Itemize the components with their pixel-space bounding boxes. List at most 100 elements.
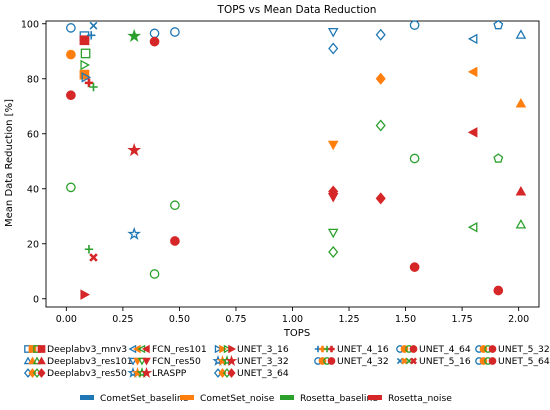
data-point-deeplabv3-res101 xyxy=(515,29,527,39)
y-tick-label: 0 xyxy=(33,294,39,305)
color-swatch xyxy=(80,395,94,400)
legend-marker-icon xyxy=(327,357,336,365)
legend-marker-icon xyxy=(219,344,228,354)
legend-marker-icon xyxy=(227,368,236,378)
x-axis-label: TOPS xyxy=(283,328,310,339)
legend-marker-icon xyxy=(409,345,418,353)
legend-marker-icon xyxy=(28,368,37,378)
legend-marker-icon xyxy=(37,356,46,365)
data-point-deeplabv3-mnv3 xyxy=(79,35,90,46)
data-point-unet-4-64 xyxy=(409,20,420,30)
data-point-unet-4-64 xyxy=(409,262,420,272)
legend-label: Deeplabv3_res50 xyxy=(47,368,127,379)
data-point-unet-5-32 xyxy=(170,236,180,246)
plot-area xyxy=(45,19,540,308)
data-point-fcn-res101 xyxy=(467,221,478,233)
color-legend-item-cometset-baseline: CometSet_baseline xyxy=(80,393,189,404)
data-point-lraspp xyxy=(127,28,142,42)
data-point-unet-3-64 xyxy=(375,192,386,205)
data-point-unet-3-16 xyxy=(80,59,90,71)
legend-item-lraspp: LRASPP xyxy=(127,367,187,379)
data-point-deeplabv3-res50 xyxy=(328,42,339,55)
y-tick-label: 60 xyxy=(27,129,39,140)
data-point-unet-4-32 xyxy=(66,90,76,101)
data-point-unet-5-64 xyxy=(493,153,504,163)
legend-label: UNET_4_32 xyxy=(337,356,389,367)
legend-marker-icon xyxy=(410,357,417,365)
legend-label: UNET_3_16 xyxy=(237,344,289,355)
legend-marker-icon xyxy=(28,345,37,353)
data-point-deeplabv3-mnv3 xyxy=(80,48,91,59)
legend-label: Deeplabv3_mnv3 xyxy=(47,344,127,355)
x-tick-label: 0.50 xyxy=(169,314,190,325)
data-point-lraspp xyxy=(127,226,142,240)
color-swatch xyxy=(280,395,294,400)
legend-marker-icon xyxy=(37,368,46,378)
color-legend: CometSet_baseline CometSet_noise Rosetta_b… xyxy=(80,393,452,404)
y-axis: 0 20 40 60 80 100 xyxy=(21,19,46,305)
legend-item-unet-3-64: UNET_3_64 xyxy=(213,368,289,379)
legend-marker-icon xyxy=(225,355,238,366)
data-point-unet-3-16 xyxy=(81,72,92,83)
legend-marker-icon xyxy=(228,344,237,354)
data-point-fcn-res101 xyxy=(467,127,478,138)
plot-frame xyxy=(45,20,540,308)
legend-item-unet-3-16: UNET_3_16 xyxy=(214,344,289,355)
y-tick-label: 80 xyxy=(27,74,39,85)
legend-item-unet-4-64: UNET_4_64 xyxy=(396,344,471,355)
legend-item-deeplabv3-mnv3: Deeplabv3_mnv3 xyxy=(24,344,127,355)
legend-marker-icon xyxy=(23,356,33,365)
data-point-fcn-res50 xyxy=(327,228,339,239)
data-point-unet-4-32 xyxy=(66,49,76,60)
data-point-unet-4-16 xyxy=(84,245,94,254)
legend-item-unet-4-32: UNET_4_32 xyxy=(314,356,389,367)
color-legend-item-cometset-noise: CometSet_noise xyxy=(180,393,275,404)
y-tick-label: 20 xyxy=(27,239,39,250)
color-legend-item-rosetta-baseline: Rosetta_baseline xyxy=(280,393,378,404)
data-point-deeplabv3-res101 xyxy=(515,185,527,196)
x-axis: 0.00 0.25 0.50 0.75 1.00 1.25 1.50 1.75 2.00 xyxy=(56,307,529,325)
legend-marker-icon xyxy=(37,345,46,353)
data-point-unet-5-16 xyxy=(89,253,98,262)
legend-item-unet-5-16: UNET_5_16 xyxy=(396,356,471,367)
legend-item-deeplabv3-res101: Deeplabv3_res101 xyxy=(23,356,133,367)
legend-item-fcn-res50: FCN_res50 xyxy=(128,356,201,367)
legend-label: UNET_3_64 xyxy=(237,368,289,379)
color-swatch xyxy=(368,395,382,400)
color-legend-label: Rosetta_noise xyxy=(388,393,452,404)
color-swatch xyxy=(180,395,194,400)
color-legend-label: CometSet_noise xyxy=(200,393,275,404)
legend-marker-icon xyxy=(32,356,42,365)
data-point-fcn-res50 xyxy=(327,27,339,38)
data-point-unet-3-64 xyxy=(375,72,386,85)
legend-label: UNET_3_32 xyxy=(237,356,289,367)
legend-item-unet-5-32: UNET_5_32 xyxy=(475,344,550,355)
legend-label: UNET_4_16 xyxy=(337,344,389,355)
y-tick-label: 40 xyxy=(27,184,39,195)
legend-label: LRASPP xyxy=(152,368,187,379)
data-point-unet-4-64 xyxy=(149,36,160,47)
legend-marker-icon xyxy=(218,368,227,378)
x-tick-label: 1.75 xyxy=(452,314,473,325)
x-tick-label: 0.00 xyxy=(56,314,77,325)
data-point-unet-4-32 xyxy=(66,182,76,193)
legend-marker-icon xyxy=(128,357,138,366)
data-point-fcn-res50 xyxy=(327,192,339,203)
legend-marker-icon xyxy=(141,344,150,354)
data-point-unet-5-16 xyxy=(89,21,98,30)
legend-marker-icon xyxy=(328,345,335,353)
data-point-unet-3-16 xyxy=(80,289,90,300)
legend-marker-icon xyxy=(488,357,497,365)
data-point-unet-4-64 xyxy=(409,153,420,164)
legend-item-unet-4-16: UNET_4_16 xyxy=(314,344,389,355)
legend-marker-icon xyxy=(142,357,151,366)
legend-marker-icon xyxy=(140,367,153,378)
data-point-unet-4-64 xyxy=(149,28,160,39)
legend-label: FCN_res101 xyxy=(152,344,207,355)
color-legend-item-rosetta-noise: Rosetta_noise xyxy=(368,393,452,404)
legend-item-fcn-res101: FCN_res101 xyxy=(128,344,207,355)
legend-label: UNET_5_32 xyxy=(498,344,550,355)
legend-label: UNET_5_64 xyxy=(498,356,550,367)
